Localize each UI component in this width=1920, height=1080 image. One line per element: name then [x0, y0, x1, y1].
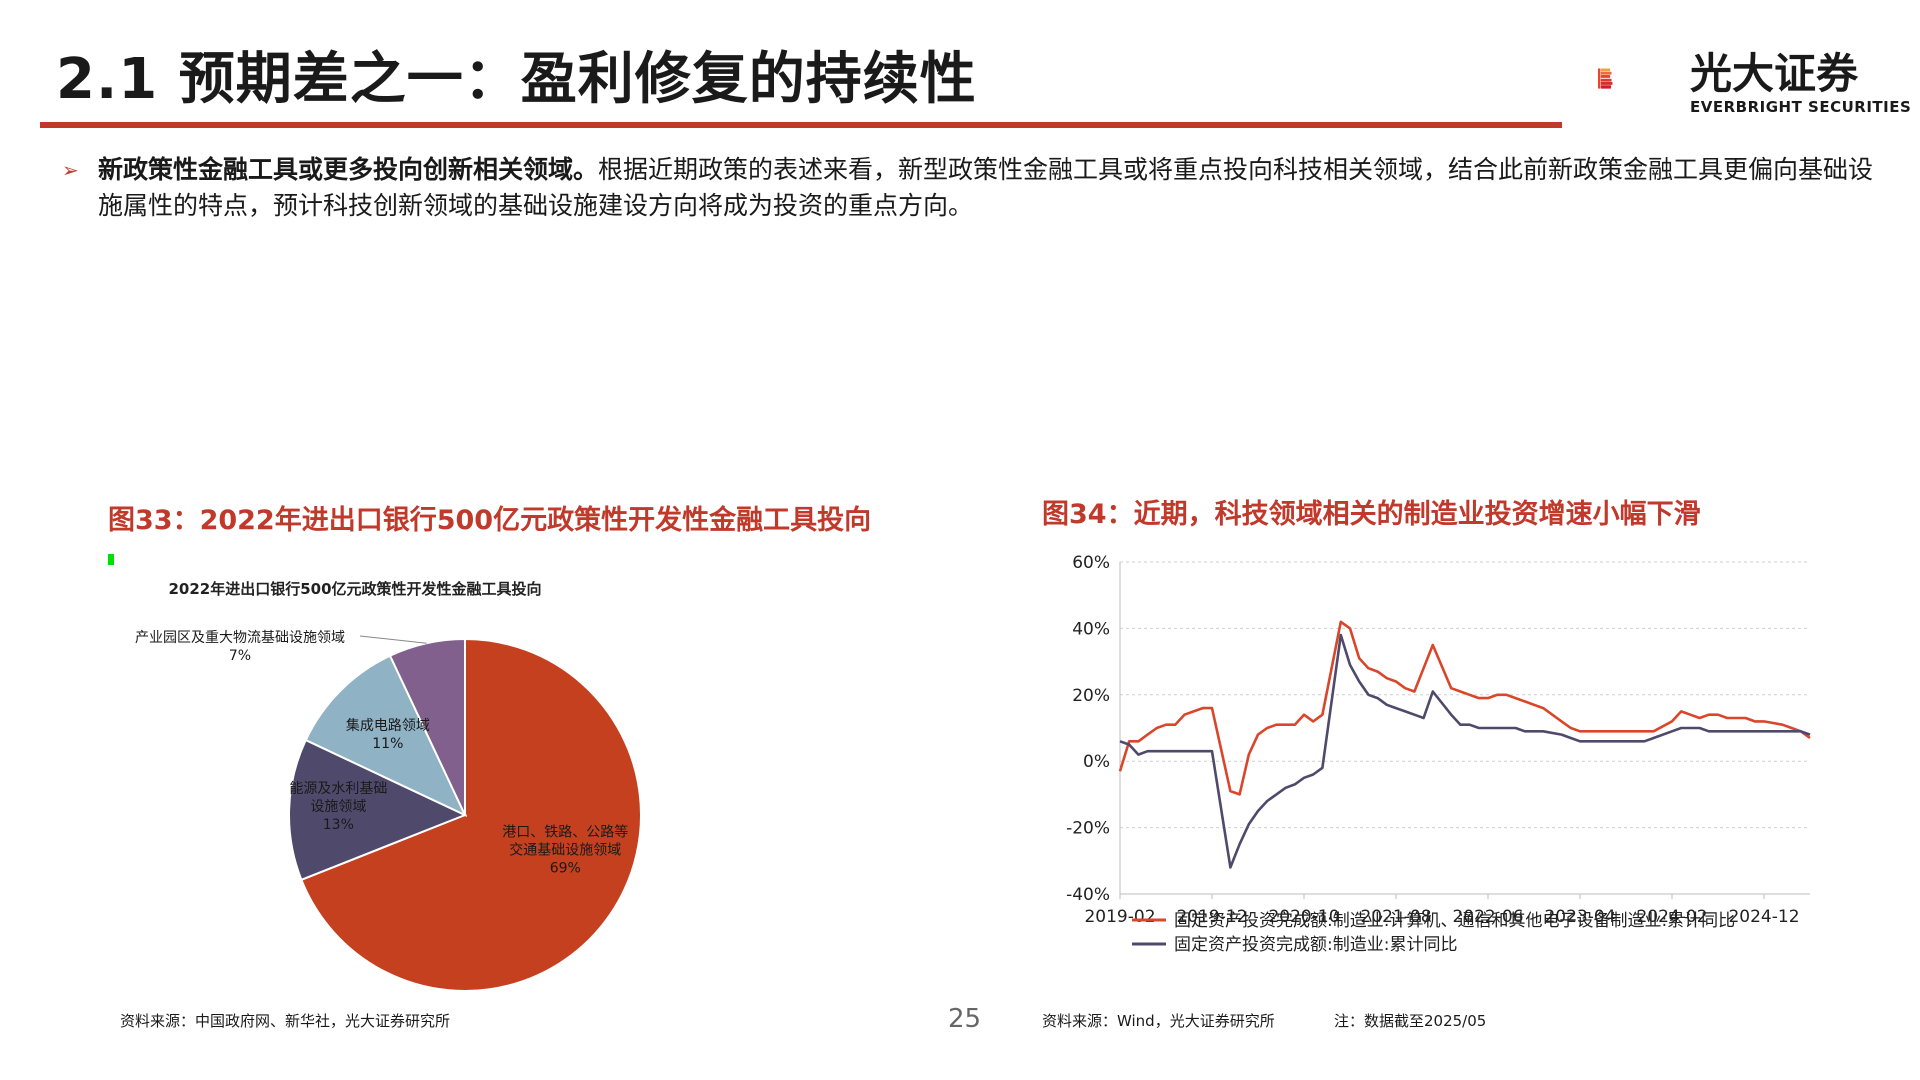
page-title: 2.1 预期差之一：盈利修复的持续性	[56, 47, 977, 112]
pie-pct-label-1: 69%	[550, 860, 581, 876]
pie-category-label-1: 交通基础设施领域	[509, 841, 621, 858]
figure33-source: 资料来源：中国政府网、新华社，光大证券研究所	[120, 1012, 451, 1030]
line-series-2	[1119, 633, 1811, 869]
green-marker	[108, 554, 114, 565]
pie-slice-2	[288, 738, 468, 882]
figure34-note: 注：数据截至2025/05	[1334, 1012, 1487, 1030]
x-tick-label: 2021-08	[1360, 907, 1431, 927]
line-chart: 60% 40% 20% 0% -20% -40% 2019-02 2019-12 2020-1…	[1066, 553, 1811, 955]
bullet-arrow-icon: ➢	[62, 158, 79, 182]
pie-slice-1	[300, 637, 642, 992]
pie-category-label-2: 设施领域	[310, 799, 366, 815]
x-tick-label: 2023-04	[1544, 907, 1615, 927]
bullet-bold-lead: 新政策性金融工具或更多投向创新相关领域。	[98, 155, 599, 184]
pie-category-label-1: 港口、铁路、公路等	[502, 823, 628, 840]
y-tick-label: -40%	[1066, 885, 1110, 905]
legend-label-1: 固定资产投资完成额:制造业:计算机、通信和其他电子设备制造业:累计同比	[1174, 911, 1735, 931]
everbright-logo-icon	[1598, 68, 1613, 89]
logo-text-cn: 光大证券	[1690, 49, 1859, 98]
y-tick-label: -20%	[1066, 819, 1110, 839]
y-tick-label: 40%	[1072, 619, 1110, 639]
x-tick-label: 2019-12	[1176, 907, 1247, 927]
bullet-body: 根据近期政策的表述来看，新型政策性金融工具或将重点投向科技相关领域，结合此前新政…	[98, 155, 1874, 220]
y-tick-label: 0%	[1083, 752, 1110, 772]
figure34-caption: 图34：近期，科技领域相关的制造业投资增速小幅下滑	[1042, 499, 1701, 530]
x-tick-label: 2020-10	[1268, 907, 1339, 927]
pie-chart-title: 2022年进出口银行500亿元政策性开发性金融工具投向	[168, 580, 541, 598]
pie-category-label-2: 能源及水利基础	[289, 780, 387, 797]
pie-leader-line	[359, 635, 427, 644]
pie-category-label-4: 产业园区及重大物流基础设施领域	[135, 629, 345, 646]
y-tick-label: 20%	[1072, 686, 1110, 706]
pie-pct-label-4: 7%	[229, 648, 251, 664]
pie-chart: 2022年进出口银行500亿元政策性开发性金融工具投向 港口、铁路、公路等交通基…	[135, 580, 642, 992]
legend-label-2: 固定资产投资完成额:制造业:累计同比	[1174, 935, 1457, 955]
logo-text-en: EVERBRIGHT SECURITIES	[1690, 98, 1912, 116]
page-number: 25	[948, 1004, 982, 1034]
bullet-paragraph: ➢ 新政策性金融工具或更多投向创新相关领域。根据近期政策的表述来看，新型政策性金…	[62, 152, 1880, 224]
figure34-source: 资料来源：Wind，光大证券研究所	[1042, 1012, 1275, 1030]
x-tick-label: 2019-02	[1084, 907, 1155, 927]
figure33-caption: 图33：2022年进出口银行500亿元政策性开发性金融工具投向	[108, 505, 872, 536]
line-series-1	[1118, 620, 1811, 796]
x-tick-label: 2022-06	[1452, 907, 1523, 927]
pie-pct-label-3: 11%	[372, 736, 403, 752]
x-tick-label: 2024-12	[1728, 907, 1799, 927]
x-tick-label: 2024-02	[1636, 907, 1707, 927]
y-tick-label: 60%	[1072, 553, 1110, 573]
pie-category-label-3: 集成电路领域	[346, 717, 430, 734]
pie-slice-3	[304, 654, 468, 818]
title-divider	[40, 122, 1562, 128]
pie-slice-4	[388, 637, 466, 816]
pie-pct-label-2: 13%	[323, 817, 354, 833]
